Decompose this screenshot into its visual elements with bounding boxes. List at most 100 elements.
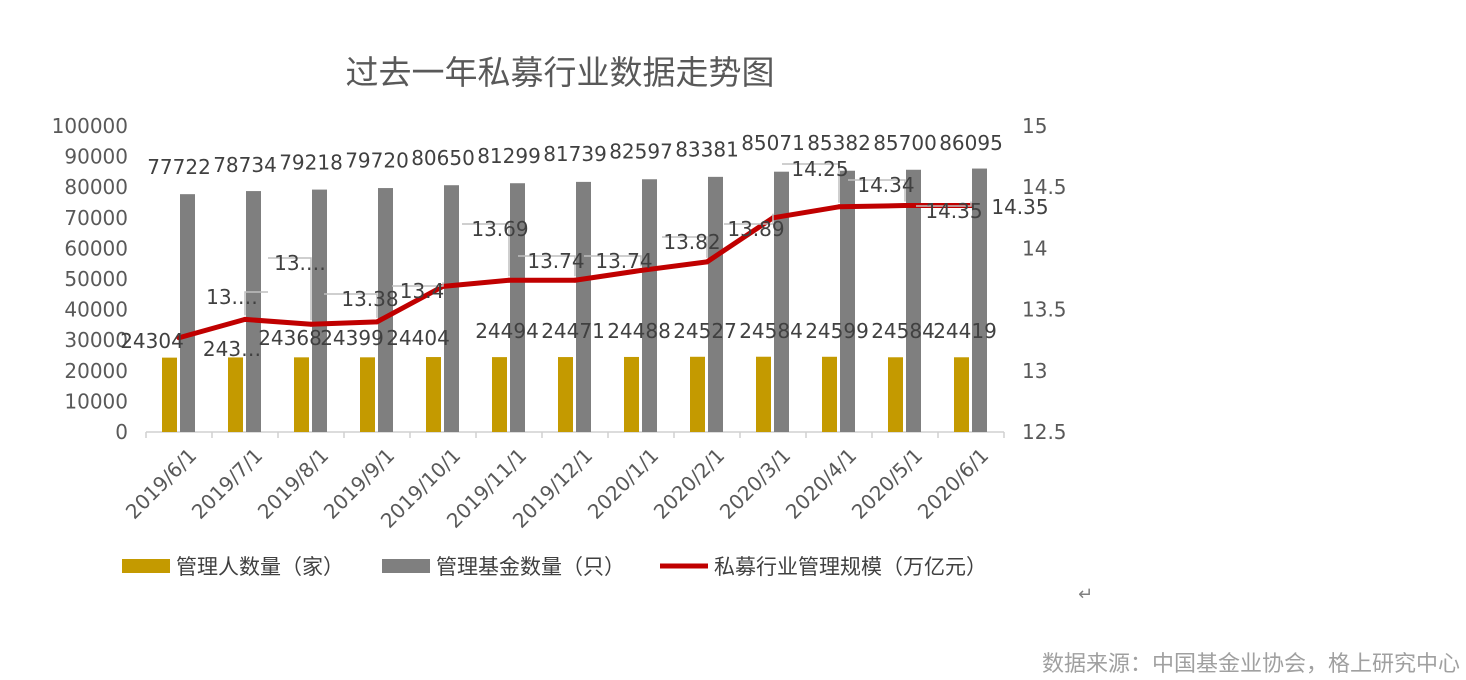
y-left-tick-label: 80000 <box>64 175 128 199</box>
label-aum: 13.4 <box>400 279 445 303</box>
label-leader-line <box>518 255 576 277</box>
y-right-tick-label: 13 <box>1022 359 1047 383</box>
y-left-tick-label: 30000 <box>64 328 128 352</box>
bar-funds <box>378 188 393 432</box>
label-funds: 85382 <box>807 131 871 155</box>
label-aum: 14.34 <box>857 173 914 197</box>
bar-managers <box>426 357 441 432</box>
label-funds: 79720 <box>345 148 409 172</box>
label-managers: 24404 <box>386 326 450 350</box>
label-funds: 78734 <box>213 153 277 177</box>
label-funds: 79218 <box>279 151 343 175</box>
label-funds: 85071 <box>741 131 805 155</box>
y-right-tick-label: 14 <box>1022 236 1047 260</box>
line-point <box>704 259 710 265</box>
label-managers: 24488 <box>607 319 671 343</box>
bar-funds <box>444 185 459 432</box>
x-tick-label: 2020/6/1 <box>913 443 993 523</box>
bar-funds <box>774 171 789 432</box>
bar-funds <box>708 176 723 432</box>
label-aum: 14.35 <box>925 199 982 223</box>
label-managers: 24419 <box>933 319 997 343</box>
y-left-tick-label: 50000 <box>64 267 128 291</box>
x-tick-label: 2020/4/1 <box>781 443 861 523</box>
label-aum-extra: 14.35 <box>991 195 1048 219</box>
label-managers: 24304 <box>120 329 184 353</box>
legend-label: 私募行业管理规模（万亿元） <box>714 555 987 579</box>
y-left-tick-label: 10000 <box>64 389 128 413</box>
label-aum: 14.25 <box>791 157 848 181</box>
label-funds: 82597 <box>609 140 673 164</box>
line-point <box>638 267 644 273</box>
bar-funds <box>510 183 525 432</box>
y-left-tick-label: 20000 <box>64 359 128 383</box>
label-aum: 13.74 <box>595 249 652 273</box>
line-point <box>242 316 248 322</box>
bar-funds <box>642 179 657 432</box>
y-right-tick-label: 15 <box>1022 114 1047 138</box>
y-left-tick-label: 60000 <box>64 236 128 260</box>
line-point <box>506 277 512 283</box>
y-left-tick-label: 0 <box>115 420 128 444</box>
bar-funds <box>180 194 195 432</box>
line-point <box>374 319 380 325</box>
bar-funds <box>906 169 921 432</box>
label-aum: 13.… <box>274 251 326 275</box>
x-tick-label: 2020/3/1 <box>715 443 795 523</box>
label-managers: 24471 <box>541 319 605 343</box>
label-aum: 13.89 <box>727 217 784 241</box>
bar-managers <box>690 356 705 432</box>
label-managers: 243… <box>203 337 261 361</box>
label-leader-line <box>462 223 510 277</box>
y-left-tick-label: 40000 <box>64 298 128 322</box>
label-aum: 13.69 <box>471 217 528 241</box>
bar-managers <box>228 357 243 432</box>
label-funds: 81299 <box>477 144 541 168</box>
line-point <box>836 204 842 210</box>
y-left-tick-label: 70000 <box>64 206 128 230</box>
label-managers: 24368 <box>258 326 322 350</box>
label-funds: 85700 <box>873 131 937 155</box>
label-aum: 13.… <box>206 285 258 309</box>
line-point <box>176 335 182 341</box>
legend-label: 管理基金数量（只） <box>436 555 625 579</box>
label-leader-line <box>782 163 840 203</box>
label-funds: 80650 <box>411 146 475 170</box>
x-tick-label: 2020/1/1 <box>583 443 663 523</box>
label-funds: 83381 <box>675 137 739 161</box>
legend-swatch <box>382 559 430 573</box>
bar-managers <box>294 357 309 432</box>
y-left-tick-label: 100000 <box>52 114 128 138</box>
y-right-tick-label: 14.5 <box>1022 175 1067 199</box>
bar-funds <box>246 191 261 432</box>
bar-funds <box>576 181 591 432</box>
label-leader-line <box>848 179 906 202</box>
bar-funds <box>312 189 327 432</box>
label-leader-line <box>724 213 774 225</box>
legend-label: 管理人数量（家） <box>176 555 344 579</box>
label-managers: 24527 <box>673 319 737 343</box>
bar-managers <box>822 356 837 432</box>
y-left-tick-label: 90000 <box>64 145 128 169</box>
line-point <box>902 203 908 209</box>
label-funds: 77722 <box>147 155 211 179</box>
label-leader-line <box>244 291 268 316</box>
y-right-tick-label: 12.5 <box>1022 420 1067 444</box>
chart-title: 过去一年私募行业数据走势图 <box>346 53 775 92</box>
x-tick-label: 2020/2/1 <box>649 443 729 523</box>
return-mark: ↵ <box>1078 584 1093 605</box>
label-managers: 24494 <box>475 319 539 343</box>
label-leader-line <box>392 282 444 287</box>
line-point <box>572 277 578 283</box>
source-note: 数据来源：中国基金业协会，格上研究中心 <box>1041 652 1460 677</box>
bar-managers <box>558 357 573 432</box>
label-funds: 86095 <box>939 131 1003 155</box>
legend-swatch <box>122 559 170 573</box>
x-tick-label: 2019/6/1 <box>121 443 201 523</box>
bar-managers <box>162 357 177 432</box>
label-managers: 24584 <box>871 319 935 343</box>
y-right-tick-label: 13.5 <box>1022 298 1067 322</box>
label-leader-line <box>268 257 312 321</box>
bar-funds <box>972 168 987 432</box>
label-managers: 24584 <box>739 319 803 343</box>
